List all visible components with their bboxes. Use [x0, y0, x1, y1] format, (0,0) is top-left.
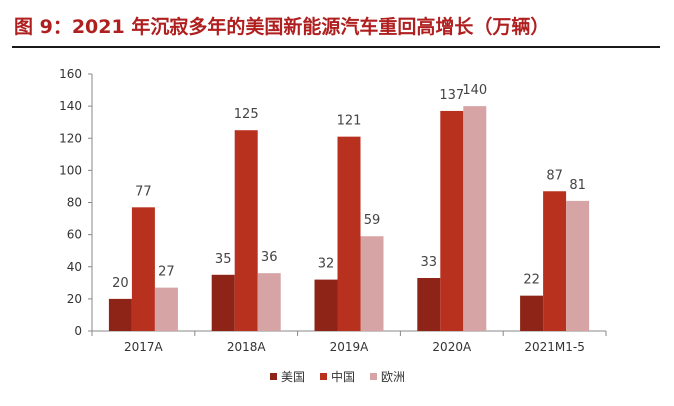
- data-label: 121: [337, 114, 362, 129]
- bar: [543, 191, 567, 331]
- bar: [108, 298, 132, 331]
- bar: [314, 279, 338, 331]
- y-tick-label: 100: [59, 163, 82, 177]
- data-label: 32: [318, 257, 335, 272]
- y-tick-label: 20: [67, 292, 82, 306]
- x-axis: 2017A 2018A 2019A 2020A 2021M1-5: [91, 330, 607, 354]
- bar: [520, 295, 544, 331]
- y-tick-label: 160: [59, 67, 82, 81]
- legend-label: 欧洲: [381, 370, 405, 384]
- title-rule: [12, 46, 660, 48]
- bar: [566, 200, 590, 331]
- legend-swatch: [270, 373, 277, 380]
- data-label: 87: [546, 168, 563, 183]
- legend-label: 中国: [331, 369, 355, 384]
- data-label: 81: [569, 178, 586, 193]
- data-label: 125: [234, 107, 259, 122]
- bar: [440, 110, 464, 331]
- bar: [131, 207, 155, 331]
- legend: 美国 中国 欧洲: [270, 369, 405, 384]
- bar: [211, 274, 235, 331]
- data-label: 22: [523, 273, 540, 288]
- x-tick-label: 2017A: [124, 340, 164, 354]
- y-tick-label: 40: [67, 260, 82, 274]
- legend-swatch: [320, 373, 327, 380]
- legend-swatch: [370, 373, 377, 380]
- figure-title: 图 9：2021 年沉寂多年的美国新能源汽车重回高增长（万辆）: [14, 16, 550, 38]
- x-tick-label: 2020A: [432, 340, 472, 354]
- bar: [417, 277, 441, 331]
- data-label: 35: [215, 252, 232, 267]
- data-labels: 20 35 32 33 22 77 125 121 137 87 27 36 59 140 81: [112, 83, 586, 291]
- bar: [337, 136, 361, 331]
- bars: [108, 106, 590, 331]
- bar: [257, 273, 281, 331]
- y-tick-label: 0: [74, 324, 82, 338]
- data-label: 33: [421, 255, 438, 270]
- legend-label: 美国: [281, 370, 305, 384]
- y-tick-label: 80: [67, 196, 82, 210]
- data-label: 36: [261, 250, 278, 265]
- data-label: 137: [439, 88, 464, 103]
- data-label: 77: [135, 184, 152, 199]
- y-axis: 0 20 40 60 80 100 120 140 160: [59, 67, 93, 338]
- data-label: 27: [158, 265, 175, 280]
- y-tick-label: 140: [59, 99, 82, 113]
- y-tick-label: 60: [67, 228, 82, 242]
- data-label: 140: [462, 83, 487, 98]
- data-label: 20: [112, 276, 129, 291]
- bar: [154, 287, 178, 331]
- x-tick-label: 2021M1-5: [524, 340, 585, 354]
- x-tick-label: 2018A: [227, 340, 267, 354]
- bar: [360, 236, 384, 331]
- bar: [463, 106, 487, 331]
- bar: [234, 130, 258, 331]
- data-label: 59: [364, 213, 381, 228]
- y-tick-label: 120: [59, 131, 82, 145]
- x-tick-label: 2019A: [330, 340, 370, 354]
